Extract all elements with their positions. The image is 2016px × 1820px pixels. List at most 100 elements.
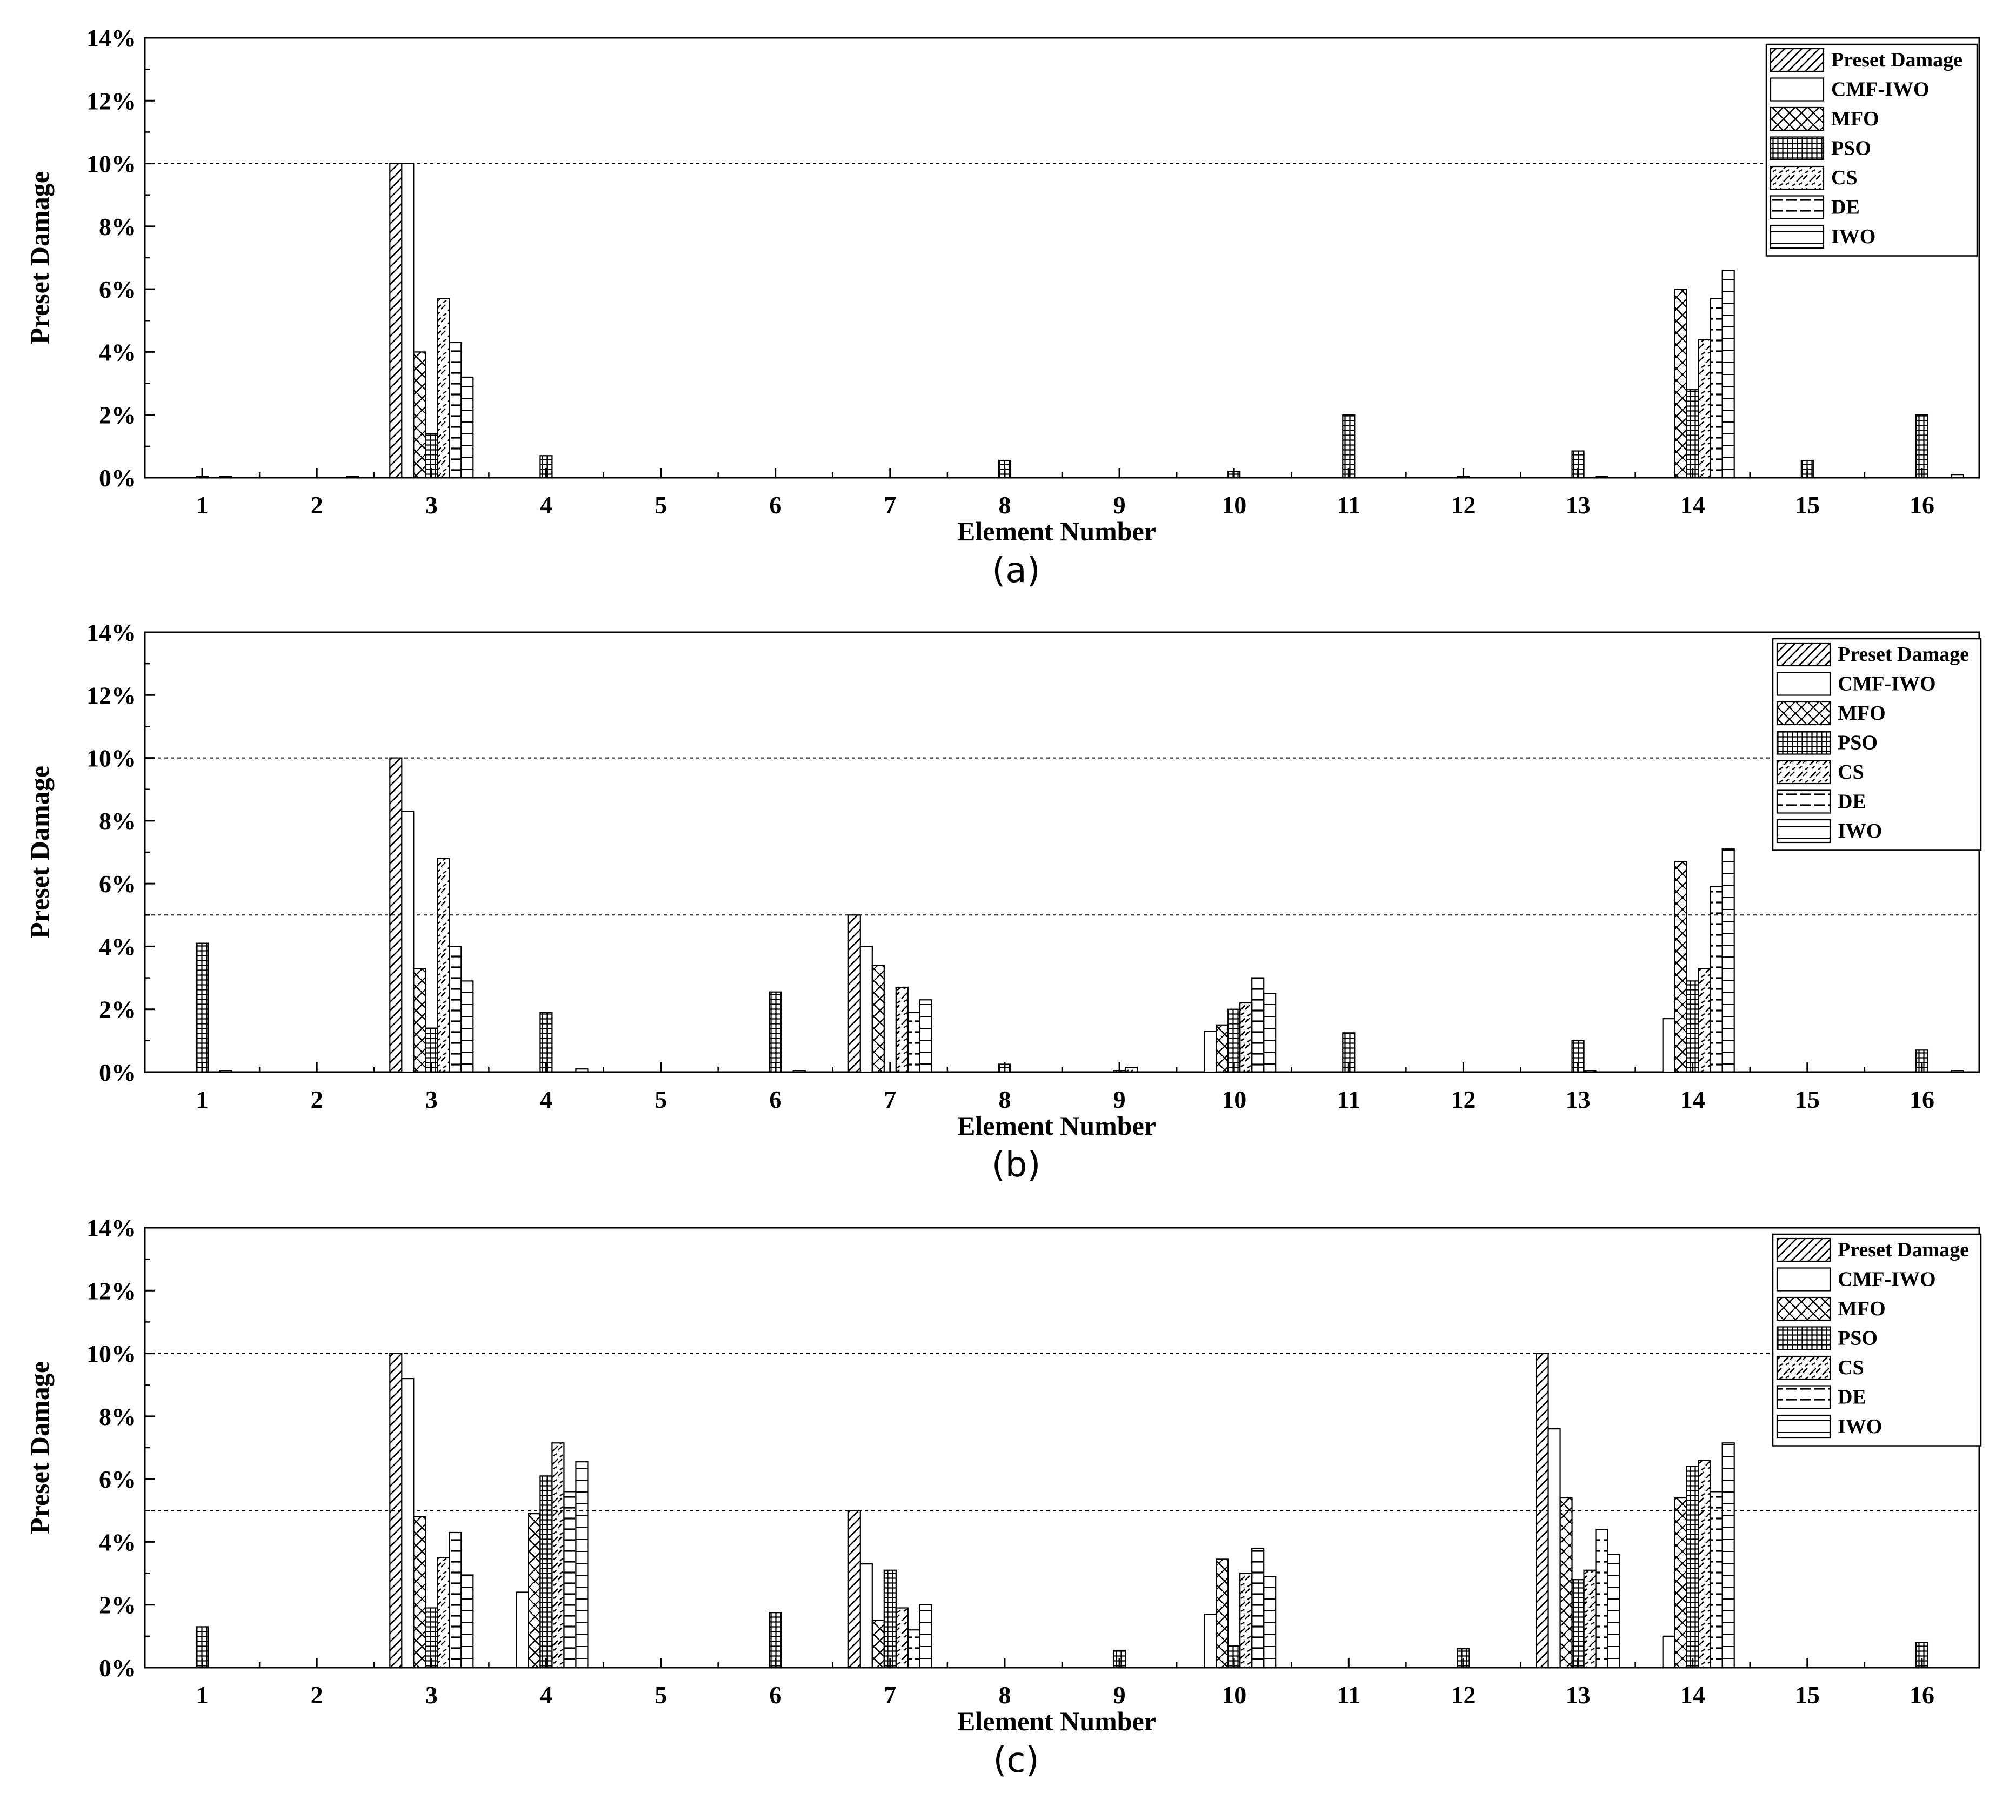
bar-pso-8 bbox=[998, 459, 1012, 479]
legend-swatch bbox=[1776, 672, 1831, 696]
bar-iwo-10 bbox=[1263, 993, 1277, 1073]
x-tick-label: 9 bbox=[1113, 491, 1126, 519]
y-tick-label: 8% bbox=[99, 213, 136, 240]
bar-cs-3 bbox=[437, 1557, 450, 1669]
panel-label: (a) bbox=[992, 551, 1040, 591]
bar-de-14 bbox=[1710, 1491, 1723, 1669]
x-tick-label: 15 bbox=[1795, 1086, 1820, 1113]
y-tick-label: 4% bbox=[99, 1528, 136, 1556]
bar-cs-10 bbox=[1239, 1573, 1253, 1669]
bar-mfo-3 bbox=[413, 1516, 426, 1669]
bar-pso-10 bbox=[1227, 1645, 1241, 1669]
x-tick-label: 9 bbox=[1113, 1086, 1126, 1113]
bar-de-13 bbox=[1595, 475, 1608, 479]
x-tick-label: 12 bbox=[1451, 1681, 1476, 1709]
y-tick-label: 2% bbox=[99, 996, 136, 1023]
legend-swatch bbox=[1776, 819, 1831, 844]
legend-swatch bbox=[1776, 701, 1831, 726]
y-axis-label: Preset Damage bbox=[24, 1361, 55, 1534]
x-tick-label: 15 bbox=[1795, 491, 1820, 519]
bar-de-14 bbox=[1710, 298, 1723, 479]
x-tick-label: 14 bbox=[1680, 491, 1705, 519]
legend-swatch bbox=[1770, 77, 1825, 102]
bar-cs-7 bbox=[895, 986, 909, 1073]
y-tick-label: 0% bbox=[99, 1654, 136, 1682]
legend-label: CMF-IWO bbox=[1838, 1268, 1936, 1291]
bar-cs-3 bbox=[437, 298, 450, 479]
bar-iwo-3 bbox=[460, 980, 474, 1073]
legend-label: PSO bbox=[1838, 1327, 1878, 1350]
bar-iwo-14 bbox=[1721, 848, 1735, 1073]
bar-pso-4 bbox=[539, 1475, 553, 1669]
bar-pso-6 bbox=[769, 1612, 782, 1669]
x-tick-label: 6 bbox=[769, 1086, 782, 1113]
panel-label: (b) bbox=[992, 1145, 1041, 1185]
bar-cmf-iwo-7 bbox=[859, 946, 873, 1073]
y-tick-label: 6% bbox=[99, 870, 136, 898]
x-tick-label: 7 bbox=[884, 491, 896, 519]
bar-iwo-16 bbox=[1951, 1069, 1965, 1073]
bar-de-1 bbox=[219, 475, 233, 479]
y-tick-label: 8% bbox=[99, 1403, 136, 1430]
legend-label: IWO bbox=[1838, 1415, 1882, 1438]
legend-label: IWO bbox=[1831, 225, 1875, 248]
bar-cs-4 bbox=[551, 1442, 565, 1669]
bar-preset-damage-3 bbox=[389, 757, 403, 1073]
bar-pso-13 bbox=[1571, 1040, 1585, 1073]
legend-swatch bbox=[1770, 136, 1825, 160]
y-axis-label: Preset Damage bbox=[24, 171, 55, 344]
legend-label: Preset Damage bbox=[1838, 643, 1969, 666]
legend-label: MFO bbox=[1838, 702, 1886, 725]
x-tick-label: 5 bbox=[655, 1681, 667, 1709]
legend: Preset Damage CMF-IWO MFO PSO CS DE IWO bbox=[1772, 1233, 1982, 1447]
panel-label: (c) bbox=[993, 1741, 1039, 1781]
bar-pso-1 bbox=[195, 475, 209, 479]
bar-pso-16 bbox=[1915, 1642, 1929, 1669]
legend-swatch bbox=[1776, 1355, 1831, 1380]
y-tick-label: 10% bbox=[86, 1340, 136, 1368]
legend-swatch bbox=[1776, 1296, 1831, 1321]
bar-mfo-7 bbox=[871, 1620, 885, 1669]
bar-mfo-14 bbox=[1674, 289, 1687, 479]
bar-cs-14 bbox=[1698, 968, 1711, 1073]
bar-de-14 bbox=[1710, 886, 1723, 1073]
bar-preset-damage-7 bbox=[847, 914, 861, 1073]
bar-mfo-14 bbox=[1674, 1497, 1687, 1669]
x-tick-label: 4 bbox=[540, 1086, 552, 1113]
bar-iwo-4 bbox=[575, 1461, 589, 1669]
x-axis-label: Element Number bbox=[957, 516, 1156, 546]
bar-pso-10 bbox=[1227, 1008, 1241, 1073]
bar-mfo-7 bbox=[871, 965, 885, 1073]
bar-pso-7 bbox=[883, 1569, 897, 1669]
y-tick-label: 2% bbox=[99, 402, 136, 429]
bar-cmf-iwo-14 bbox=[1662, 1018, 1675, 1073]
legend-label: MFO bbox=[1831, 108, 1879, 130]
bar-de-7 bbox=[907, 1012, 920, 1073]
y-tick-label: 2% bbox=[99, 1591, 136, 1619]
chart-panel-3: 0%2%4%6%8%10%12%14%1 2 3 4 5 6 7 8 9 10 11 12 13 14 15… bbox=[24, 1214, 1982, 1781]
bar-cs-9 bbox=[1124, 1067, 1138, 1073]
y-tick-label: 4% bbox=[99, 933, 136, 960]
bar-iwo-4 bbox=[575, 1068, 589, 1073]
x-tick-label: 13 bbox=[1566, 491, 1591, 519]
bar-cmf-iwo-3 bbox=[401, 163, 415, 479]
bar-pso-3 bbox=[425, 1607, 438, 1669]
bar-pso-10 bbox=[1227, 471, 1241, 479]
bar-pso-3 bbox=[425, 433, 438, 479]
bar-de-10 bbox=[1251, 1547, 1265, 1669]
x-tick-label: 1 bbox=[196, 1086, 209, 1113]
bar-de-7 bbox=[907, 1629, 920, 1669]
x-tick-label: 14 bbox=[1680, 1086, 1705, 1113]
y-tick-label: 8% bbox=[99, 807, 136, 835]
legend-label: DE bbox=[1831, 196, 1860, 219]
x-axis-label: Element Number bbox=[957, 1110, 1156, 1141]
bar-cmf-iwo-3 bbox=[401, 1377, 415, 1669]
x-tick-label: 6 bbox=[769, 491, 782, 519]
x-tick-label: 12 bbox=[1451, 1086, 1476, 1113]
bar-iwo-10 bbox=[1263, 1576, 1277, 1669]
legend-swatch bbox=[1776, 731, 1831, 755]
legend: Preset Damage CMF-IWO MFO PSO CS DE IWO bbox=[1765, 43, 1978, 257]
x-tick-label: 2 bbox=[311, 491, 323, 519]
y-tick-label: 6% bbox=[99, 1466, 136, 1493]
